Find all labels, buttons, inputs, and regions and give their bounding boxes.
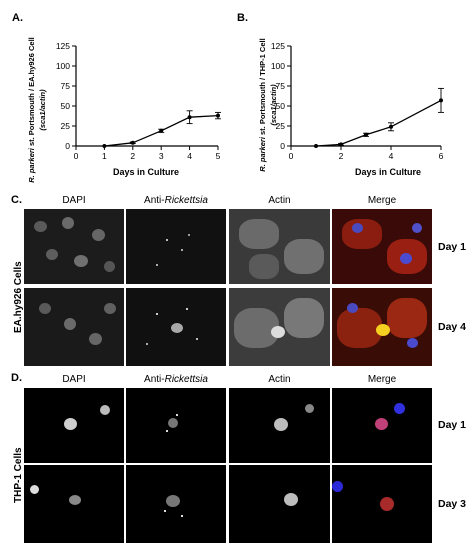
y-tick-label-a-0: 0 [65, 141, 70, 151]
grid-d-day3-dapi-image [24, 465, 124, 543]
y-axis-label-b-italic: R. parkeri [258, 136, 267, 172]
data-point-b-2 [364, 132, 368, 137]
panel-letter-d: D. [11, 372, 22, 384]
y-tick-label-b-4: 100 [271, 61, 285, 71]
y-tick-label-b-3: 75 [276, 81, 286, 91]
x-tick-label-a-3: 3 [159, 151, 164, 161]
x-tick-label-a-4: 4 [187, 151, 192, 161]
grid-c-header-dapi: DAPI [62, 195, 86, 206]
grid-d-header-anti-prefix: Anti- [144, 374, 165, 385]
series-line-b [315, 99, 442, 147]
x-tick-label-a-0: 0 [74, 151, 79, 161]
grid-d-day-label-1: Day 1 [438, 419, 467, 431]
grid-d-day1-actin-image [229, 388, 330, 463]
y-tick-label-a-5: 125 [56, 41, 70, 51]
x-axis-label-b: Days in Culture [355, 167, 421, 177]
grid-c-day-label-2: Day 4 [438, 321, 467, 333]
grid-c-day4-dapi-image [24, 288, 124, 366]
y-tick-label-a-4: 100 [56, 61, 70, 71]
panel-letter-c: C. [11, 194, 22, 206]
grid-c-day4-actin-image [229, 288, 330, 366]
grid-d-header-anti-rickettsia: Anti-Rickettsia [126, 374, 226, 385]
grid-c-header-anti-italic: Rickettsia [164, 195, 208, 206]
grid-d-header-dapi: DAPI [62, 374, 86, 385]
grid-c-row-label: EA.hy926 Cells [13, 261, 24, 333]
grid-d-day3-merge-image [332, 465, 432, 543]
grid-c-day4-rickettsia-image [126, 288, 226, 366]
x-axis-label-a: Days in Culture [113, 167, 179, 177]
x-tick-label-b-1: 2 [339, 151, 344, 161]
data-point-a-4 [216, 113, 220, 118]
grid-c-header-actin: Actin [268, 195, 291, 206]
grid-c-day1-rickettsia-image [126, 209, 226, 284]
grid-c-day-label-1: Day 1 [438, 241, 467, 253]
data-point-a-2 [159, 128, 164, 133]
y-tick-label-a-1: 25 [61, 121, 71, 131]
y-axis-label-a: R. parkeri st. Portsmouth / EA.hy926 Cel… [27, 37, 36, 182]
x-tick-label-a-1: 1 [102, 151, 107, 161]
y-axis-label-b-units: (sca1/actin) [269, 84, 278, 126]
grid-d-header-merge: Merge [367, 374, 397, 385]
grid-d-day1-rickettsia-image [126, 388, 226, 463]
y-axis-label-a-italic: R. parkeri [27, 147, 36, 183]
grid-c-header-anti-rickettsia: Anti-Rickettsia [126, 195, 226, 206]
data-point-a-3 [187, 115, 192, 120]
chart-b: R. parkeri st. Portsmouth / THP-1 Cell (… [258, 38, 444, 177]
data-point-a-0 [102, 144, 107, 148]
grid-c-day1-actin-image [229, 209, 330, 284]
data-point-b-1 [339, 142, 343, 147]
y-tick-label-a-2: 50 [61, 101, 71, 111]
y-axis-label-b: R. parkeri st. Portsmouth / THP-1 Cell [258, 38, 267, 171]
y-axis-label-a-rest: st. Portsmouth / EA.hy926 Cell [27, 37, 36, 148]
grid-c-header-anti-prefix: Anti- [144, 195, 165, 206]
grid-c-day1-merge-image [332, 209, 432, 284]
grid-d-day3-actin-image [229, 465, 330, 543]
y-tick-label-a-3: 75 [61, 81, 71, 91]
grid-d-header-actin: Actin [268, 374, 291, 385]
grid-d-day3-rickettsia-image [126, 465, 226, 543]
grid-d-day-label-2: Day 3 [438, 498, 467, 510]
x-tick-label-b-3: 6 [439, 151, 444, 161]
x-tick-label-b-0: 0 [289, 151, 294, 161]
y-axis-label-a-units: (sca1/actin) [38, 89, 47, 131]
panel-letter-a: A. [12, 12, 23, 24]
data-point-b-3 [389, 124, 393, 129]
grid-c-day1-dapi-image [24, 209, 124, 284]
grid-c-header-merge: Merge [367, 195, 397, 206]
x-tick-label-a-5: 5 [216, 151, 221, 161]
x-tick-label-a-2: 2 [130, 151, 135, 161]
data-point-b-0 [314, 144, 318, 148]
y-axis-label-b-rest: st. Portsmouth / THP-1 Cell [258, 38, 267, 137]
y-tick-label-b-5: 125 [271, 41, 285, 51]
y-tick-label-b-0: 0 [280, 141, 285, 151]
grid-d-header-anti-italic: Rickettsia [164, 374, 208, 385]
y-tick-label-b-1: 25 [276, 121, 286, 131]
y-tick-label-b-2: 50 [276, 101, 286, 111]
panel-letter-b: B. [237, 12, 248, 24]
grid-d-day1-merge-image [332, 388, 432, 463]
grid-d-row-label: THP-1 Cells [13, 447, 24, 503]
data-point-b-4 [439, 98, 443, 103]
x-tick-label-b-2: 4 [389, 151, 394, 161]
data-point-a-1 [130, 140, 135, 145]
grid-d-day1-dapi-image [24, 388, 124, 463]
chart-a: R. parkeri st. Portsmouth / EA.hy926 Cel… [27, 37, 221, 183]
grid-c-day4-merge-image [332, 288, 432, 366]
